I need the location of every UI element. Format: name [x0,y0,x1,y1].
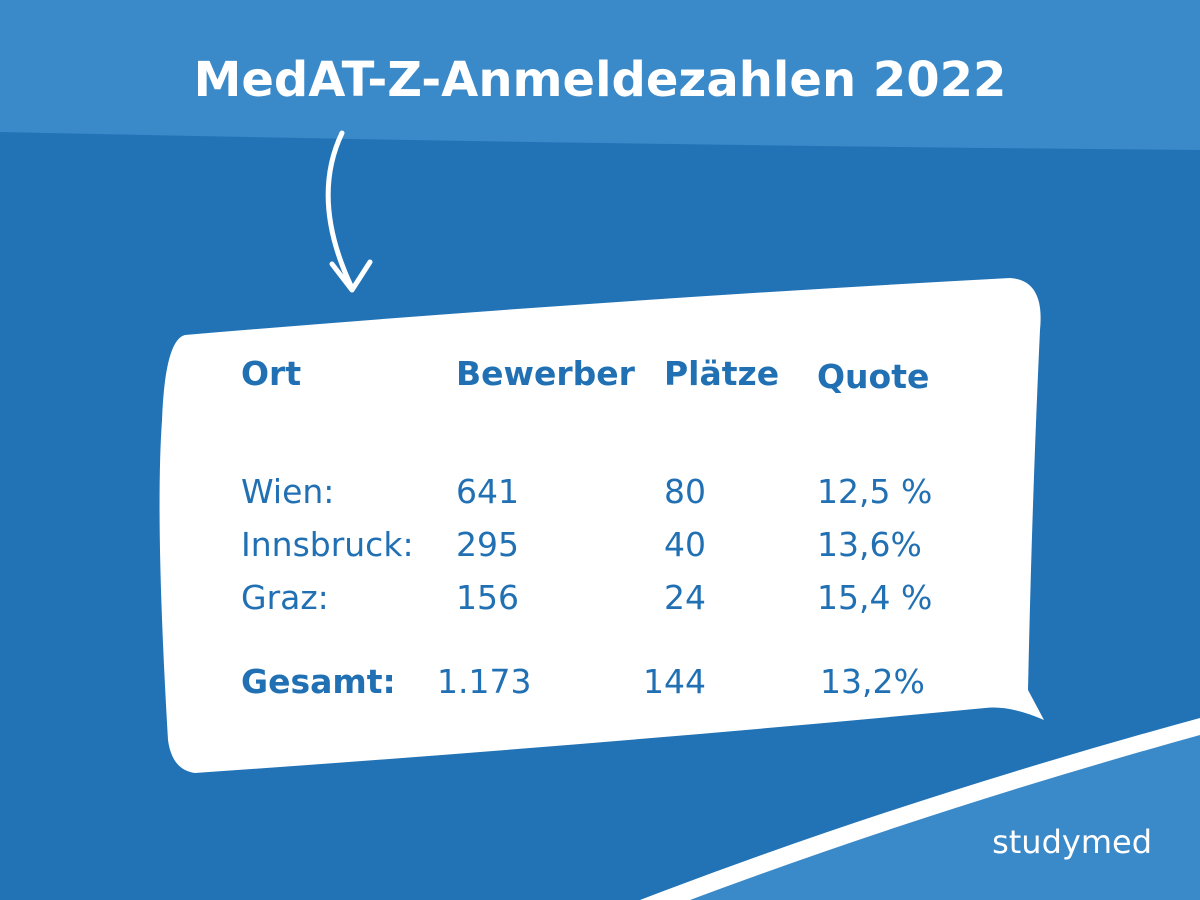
table-cell: Graz: [241,578,329,617]
total-cell: 13,2% [820,662,925,701]
header-cell: Plätze [664,354,779,393]
table: Ort Bewerber Plätze Quote Wien: 641 80 12,5 % In… [241,354,932,701]
table-cell: 24 [664,578,706,617]
table-cell: 80 [664,472,706,511]
table-cell: 15,4 % [817,578,932,617]
table-cell: 40 [664,525,706,564]
total-cell: 144 [643,662,706,701]
table-cell: 13,6% [817,525,922,564]
table-cell: Innsbruck: [241,525,414,564]
title: MedAT-Z-Anmeldezahlen 2022 [194,52,1007,108]
table-cell: 156 [456,578,519,617]
top-band [0,0,1200,150]
speech-bubble [159,278,1045,773]
table-cell: 295 [456,525,519,564]
table-cell: 12,5 % [817,472,932,511]
bottom-wedge [690,735,1200,900]
total-cell: 1.173 [437,662,531,701]
table-cell: 641 [456,472,519,511]
brand: studymed [992,823,1152,861]
header-cell: Quote [817,357,929,396]
header-cell: Bewerber [456,354,636,393]
arrow [325,130,373,293]
table-cell: Wien: [241,472,334,511]
header-cell: Ort [241,354,301,393]
total-cell: Gesamt: [241,662,396,701]
